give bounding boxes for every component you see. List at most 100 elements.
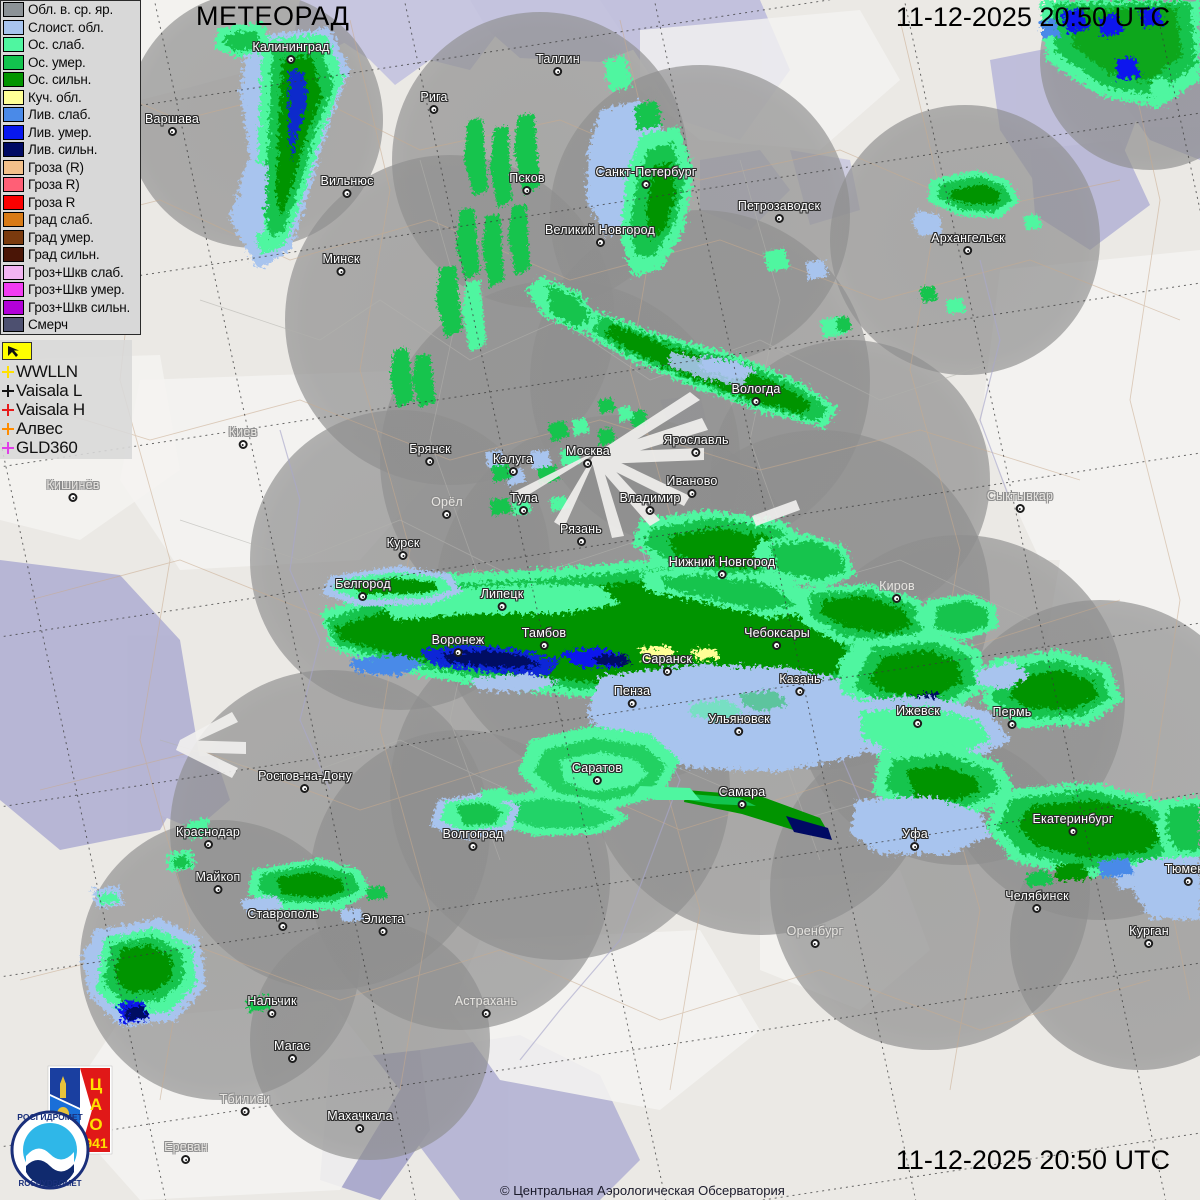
copyright-notice: © Центральная Аэрологическая Обсерватори… [500, 1183, 785, 1198]
radar-cursor-icon [2, 342, 32, 360]
echo-cluster-stavropol [240, 858, 388, 922]
legend-item: Лив. умер. [1, 124, 140, 142]
legend-item: Гроз+Шкв умер. [1, 281, 140, 299]
legend-label: Ос. сильн. [28, 72, 92, 88]
lightning-network-wwlln: WWLLN [0, 362, 132, 381]
legend-label: Гроза R) [28, 177, 80, 193]
legend-item: Куч. обл. [1, 89, 140, 107]
legend-label: Ос. умер. [28, 54, 86, 70]
legend-swatch-tornado [3, 317, 24, 333]
lightning-network-vaisala-h: Vaisala H [0, 400, 132, 419]
organization-logo: Ц А О 941 РОСГИДРОМЕТ ROSHYDROMET [8, 1064, 126, 1192]
legend-item: Гроза (R) [1, 159, 140, 177]
legend-item: Град умер. [1, 229, 140, 247]
legend-item: Смерч [1, 316, 140, 334]
lightning-network-vaisala-l: Vaisala L [0, 381, 132, 400]
legend-label: Град умер. [28, 229, 94, 245]
echo-cluster-karelia [764, 248, 852, 338]
lightning-network-label: GLD360 [16, 437, 78, 457]
roshydromet-emblem: РОСГИДРОМЕТ ROSHYDROMET [10, 1110, 90, 1190]
echo-cluster-vologda [526, 276, 838, 428]
legend-label: Град сильн. [28, 247, 100, 263]
legend-item: Слоист. обл. [1, 19, 140, 37]
legend-label: Лив. слаб. [28, 107, 91, 123]
legend-item: Град слаб. [1, 211, 140, 229]
legend-item: Лив. слаб. [1, 106, 140, 124]
page-title: МЕТЕОРАД [196, 1, 350, 31]
legend-swatch-hail-heavy [3, 247, 24, 263]
legend-swatch-hail-moderate [3, 229, 24, 245]
legend-item: Гроза R) [1, 176, 140, 194]
legend-swatch-precip-light [3, 37, 24, 53]
legend-swatch-hail-light [3, 212, 24, 228]
legend-swatch-shower-heavy [3, 142, 24, 158]
precipitation-type-legend: Обл. в. ср. яр. Слоист. обл. Ос. слаб. О… [0, 0, 141, 335]
legend-label: Смерч [28, 317, 68, 333]
svg-text:Ц: Ц [90, 1075, 103, 1094]
legend-swatch-shower-light [3, 107, 24, 123]
legend-label: Гроза (R) [28, 159, 84, 175]
legend-label: Обл. в. ср. яр. [28, 2, 114, 18]
legend-swatch-shower-moderate [3, 124, 24, 140]
legend-swatch-thunderstorm-r-paren [3, 159, 24, 175]
svg-text:А: А [90, 1095, 102, 1114]
lightning-network-gld360: GLD360 [0, 438, 132, 457]
legend-swatch-thunderstorm-pink [3, 177, 24, 193]
lightning-network-label: WWLLN [16, 361, 78, 381]
echo-cluster-baltic [214, 22, 350, 270]
echo-cluster-volgograd [430, 788, 520, 840]
legend-swatch-squall-light [3, 264, 24, 280]
svg-text:РОСГИДРОМЕТ: РОСГИДРОМЕТ [17, 1112, 83, 1122]
plus-marker-icon [1, 384, 15, 398]
lightning-network-label: Vaisala L [16, 380, 82, 400]
echo-cluster-spb [586, 56, 694, 276]
legend-swatch-cloud-mid-high [3, 2, 24, 18]
legend-label: Гроз+Шкв слаб. [28, 264, 124, 280]
legend-label: Слоист. обл. [28, 19, 104, 35]
legend-swatch-precip-moderate [3, 54, 24, 70]
legend-swatch-stratus [3, 19, 24, 35]
legend-swatch-squall-moderate [3, 282, 24, 298]
echo-cluster-arkhangelsk [912, 170, 1042, 314]
legend-label: Лив. сильн. [28, 142, 98, 158]
legend-item: Ос. умер. [1, 54, 140, 72]
legend-label: Гроз+Шкв умер. [28, 282, 125, 298]
legend-label: Град слаб. [28, 212, 93, 228]
legend-item: Ос. слаб. [1, 36, 140, 54]
legend-swatch-thunderstorm-red [3, 194, 24, 210]
legend-swatch-precip-heavy [3, 72, 24, 88]
legend-item: Обл. в. ср. яр. [1, 1, 140, 19]
echo-cluster-urals [838, 632, 1200, 920]
echo-cluster-saratov [480, 726, 680, 836]
plus-marker-icon [1, 441, 15, 455]
echo-cluster-pskov [390, 114, 540, 408]
plus-marker-icon [1, 365, 15, 379]
legend-item: Гроз+Шкв сильн. [1, 299, 140, 317]
legend-label: Гроза R [28, 194, 76, 210]
lightning-network-label: Алвес [16, 418, 63, 438]
legend-swatch-squall-heavy [3, 299, 24, 315]
lightning-network-label: Vaisala H [16, 399, 85, 419]
legend-item: Гроз+Шкв слаб. [1, 264, 140, 282]
legend-swatch-cumulus [3, 89, 24, 105]
timestamp-bottom: 11-12-2025 20:50 UTC [895, 1145, 1170, 1175]
legend-label: Лив. умер. [28, 124, 92, 140]
svg-text:О: О [89, 1115, 102, 1134]
lightning-network-legend: WWLLN Vaisala L Vaisala H Алвес GLD360 [0, 340, 132, 459]
plus-marker-icon [1, 422, 15, 436]
legend-item: Град сильн. [1, 246, 140, 264]
svg-text:ROSHYDROMET: ROSHYDROMET [18, 1179, 81, 1188]
legend-item: Ос. сильн. [1, 71, 140, 89]
lightning-network-alves: Алвес [0, 419, 132, 438]
legend-label: Куч. обл. [28, 89, 82, 105]
legend-item: Лив. сильн. [1, 141, 140, 159]
legend-item: Гроза R [1, 194, 140, 212]
legend-label: Ос. слаб. [28, 37, 85, 53]
echo-cluster-caucasus [82, 818, 272, 1026]
svg-text:941: 941 [84, 1135, 108, 1151]
legend-label: Гроз+Шкв сильн. [28, 299, 131, 315]
